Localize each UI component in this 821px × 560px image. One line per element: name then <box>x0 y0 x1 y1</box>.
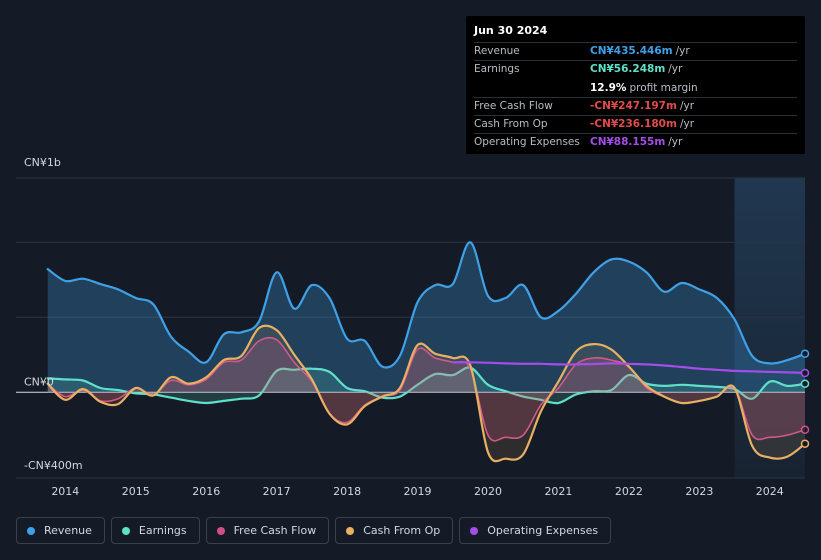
x-tick-label: 2024 <box>756 485 784 498</box>
tooltip-row: Operating Expenses CN¥88.155m/yr <box>474 133 797 151</box>
legend-label: Earnings <box>138 524 187 537</box>
series-end-marker-operating-expenses <box>800 368 810 378</box>
legend-dot-icon <box>216 526 225 535</box>
x-tick-label: 2016 <box>192 485 220 498</box>
legend-item-free-cash-flow[interactable]: Free Cash Flow <box>205 517 330 544</box>
series-line-revenue <box>46 241 807 369</box>
tooltip-label: Cash From Op <box>474 118 548 131</box>
tooltip-date: Jun 30 2024 <box>474 24 548 37</box>
legend-dot-icon <box>27 526 35 535</box>
x-tick-label: 2015 <box>122 485 150 498</box>
x-tick-label: 2021 <box>544 485 572 498</box>
tooltip-label: Earnings <box>474 63 520 76</box>
series-end-marker-revenue <box>800 349 810 358</box>
y-axis-label: CN¥1b <box>24 156 61 169</box>
legend-label: Cash From Op <box>363 524 441 537</box>
series-end-marker-free-cash-flow <box>800 425 810 435</box>
legend-label: Operating Expenses <box>487 524 599 537</box>
tooltip-suffix: /yr <box>675 45 690 57</box>
x-tick-label: 2014 <box>51 485 79 498</box>
legend-item-earnings[interactable]: Earnings <box>110 517 200 544</box>
x-tick-label: 2018 <box>333 485 361 498</box>
legend-item-revenue[interactable]: Revenue <box>16 517 105 544</box>
tooltip-label: Operating Expenses <box>474 136 580 149</box>
tooltip-row: Cash From Op -CN¥236.180m/yr <box>474 115 797 133</box>
series-end-marker-cash-from-op <box>800 439 810 448</box>
legend: Revenue Earnings Free Cash Flow Cash From O… <box>16 517 612 546</box>
x-tick-label: 2017 <box>263 485 291 498</box>
tooltip-value: CN¥56.248m <box>590 63 666 76</box>
tooltip-suffix: /yr <box>668 136 683 149</box>
y-axis-label: CN¥0 <box>24 375 54 388</box>
series-line-earnings <box>46 366 807 405</box>
series-line-cash-from-op <box>46 324 807 463</box>
x-tick-label: 2022 <box>615 485 643 498</box>
series-area-revenue <box>47 242 805 393</box>
x-tick-label: 2020 <box>474 485 502 498</box>
tooltip-value: -CN¥236.180m <box>590 118 677 131</box>
series-area-cash-from-op <box>47 325 805 462</box>
legend-label: Free Cash Flow <box>233 524 317 537</box>
series-end-marker-earnings <box>800 379 810 388</box>
tooltip-row: Earnings CN¥56.248m/yr <box>474 60 797 78</box>
legend-dot-icon <box>470 526 479 535</box>
tooltip-label <box>474 80 590 97</box>
legend-label: Revenue <box>44 524 92 537</box>
legend-dot-icon <box>346 526 355 535</box>
legend-item-cash-from-op[interactable]: Cash From Op <box>335 517 454 544</box>
tooltip-panel: Jun 30 2024 Revenue CN¥435.446m/yr Earning… <box>466 16 805 154</box>
legend-dot-icon <box>121 526 130 535</box>
tooltip-row: 12.9% profit margin <box>474 79 797 97</box>
legend-item-operating-expenses[interactable]: Operating Expenses <box>459 517 612 544</box>
tooltip-value: CN¥88.155m <box>590 136 666 149</box>
x-tick-label: 2023 <box>685 485 713 498</box>
tooltip-value: 12.9% <box>590 81 627 94</box>
tooltip-suffix: /yr <box>679 118 695 131</box>
tooltip-row: Free Cash Flow -CN¥247.197m/yr <box>474 96 797 115</box>
tooltip-value: -CN¥247.197m <box>590 99 677 112</box>
series-line-operating-expenses <box>451 361 807 375</box>
tooltip-suffix: profit margin <box>629 81 698 94</box>
tooltip-label: Revenue <box>474 45 520 57</box>
tooltip-label: Free Cash Flow <box>474 99 553 112</box>
tooltip-suffix: /yr <box>668 63 683 76</box>
x-tick-label: 2019 <box>404 485 432 498</box>
series-area-earnings <box>47 367 805 404</box>
y-axis-label: -CN¥400m <box>24 459 83 472</box>
tooltip-suffix: /yr <box>679 99 695 112</box>
tooltip-row: Revenue CN¥435.446m/yr <box>474 42 797 60</box>
tooltip-value: CN¥435.446m <box>590 45 673 57</box>
